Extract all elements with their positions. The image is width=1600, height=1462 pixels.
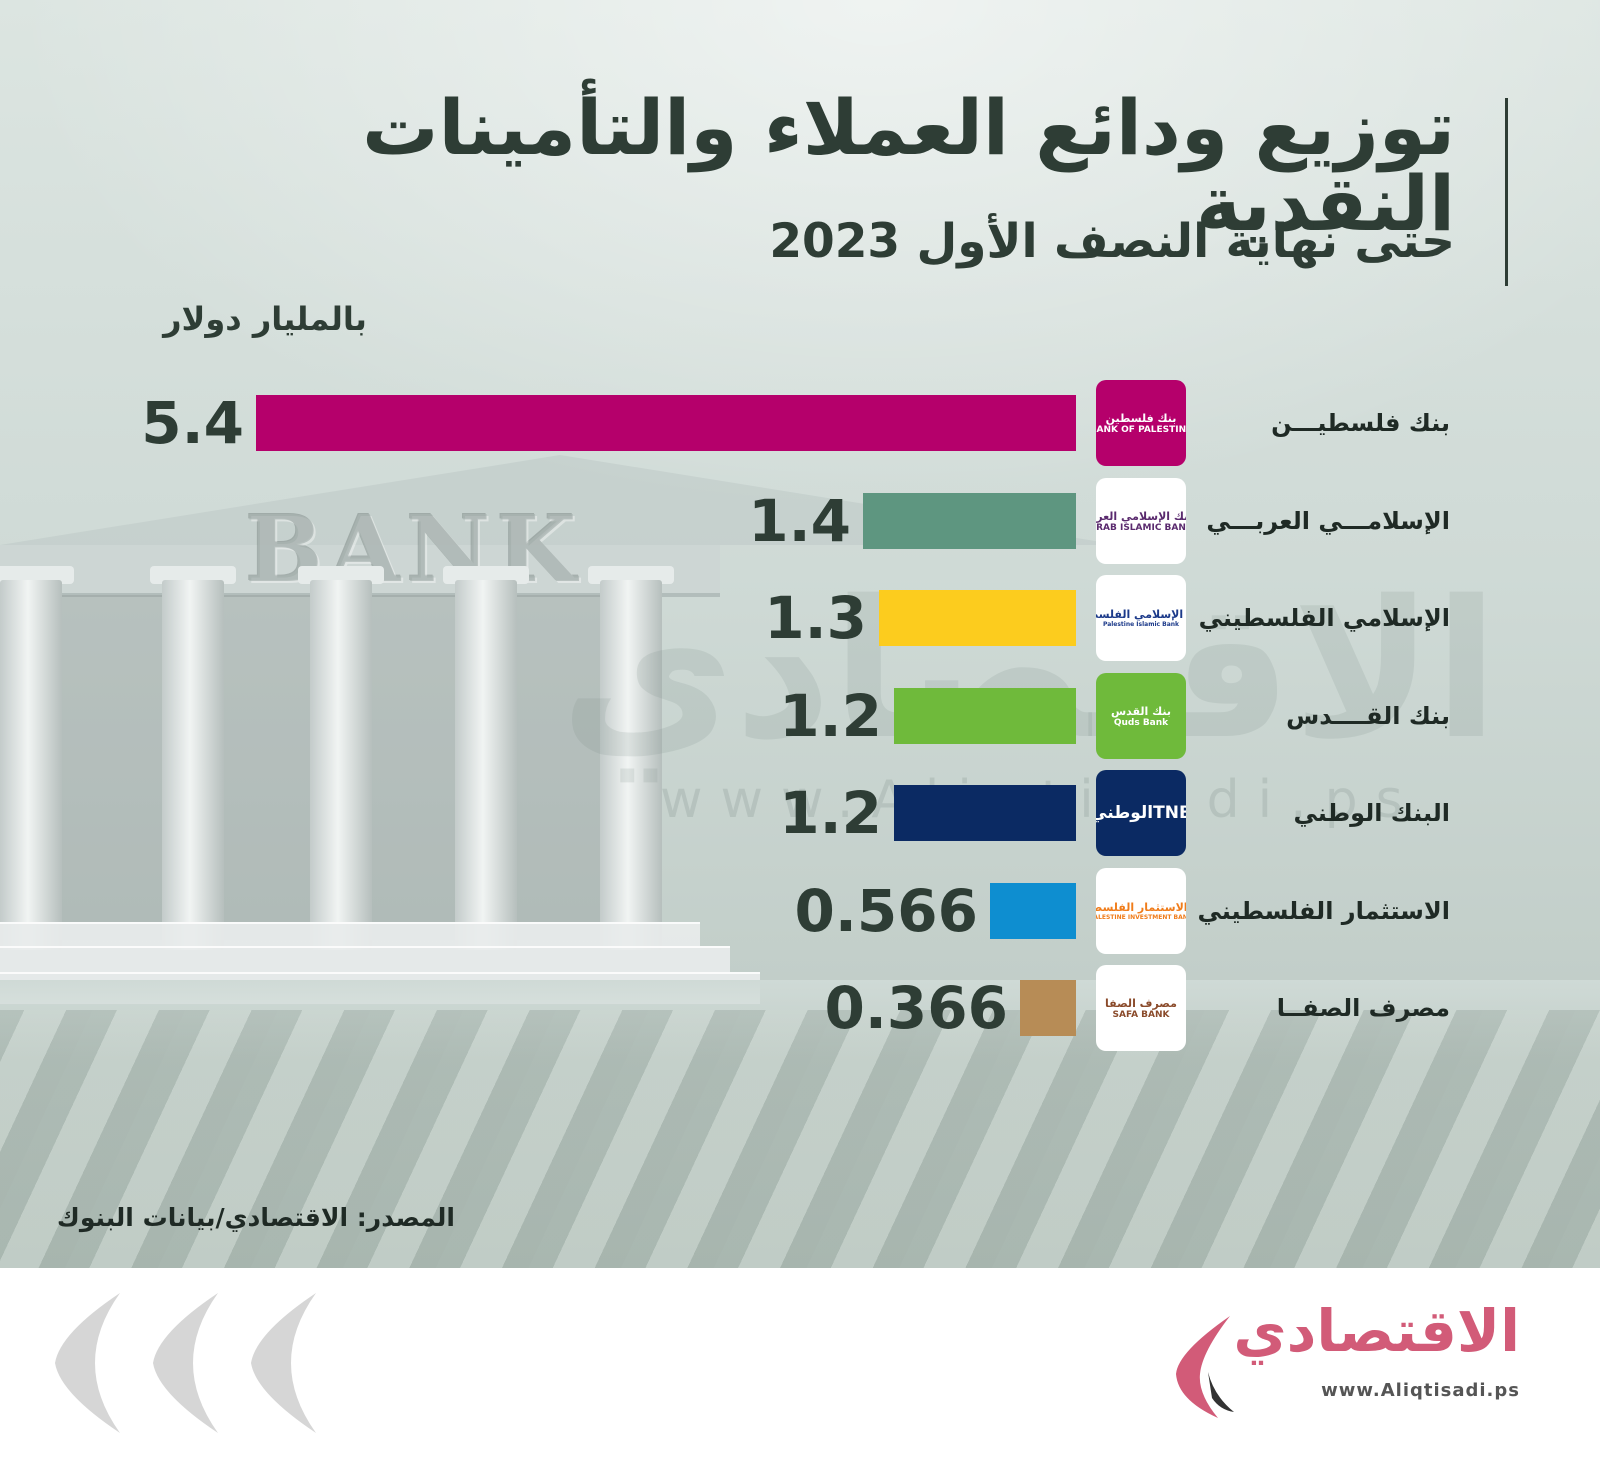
title-divider	[1505, 98, 1508, 286]
building-step	[0, 946, 730, 974]
bar-value-label: 1.4	[748, 487, 851, 555]
chart-subtitle: حتى نهاية النصف الأول 2023	[769, 214, 1455, 269]
building-column	[455, 580, 517, 950]
logo-english-text: SAFA BANK	[1112, 1009, 1170, 1020]
bank-name-label: الإسلامـــي العربـــي	[1206, 507, 1450, 535]
bar	[894, 688, 1076, 744]
bank-name-label: البنك الوطني	[1293, 799, 1450, 827]
unit-label: بالمليار دولار	[163, 300, 367, 338]
column-capital	[443, 566, 529, 584]
bar-value-label: 1.3	[764, 584, 867, 652]
brand-mark-icon	[1176, 1316, 1234, 1418]
bank-name-label: مصرف الصفــا	[1276, 994, 1450, 1022]
bar	[990, 883, 1076, 939]
logo-english-text: ARAB ISLAMIC BANK	[1096, 522, 1186, 533]
column-capital	[588, 566, 674, 584]
logo-arabic-text: بنك فلسطين	[1105, 411, 1177, 425]
building-step	[0, 922, 700, 948]
chevron-left-icon	[153, 1293, 218, 1433]
source-note: المصدر: الاقتصادي/بيانات البنوك	[56, 1203, 455, 1232]
money-fade	[0, 980, 1600, 1060]
bar	[1020, 980, 1076, 1036]
chevron-left-icon	[251, 1293, 316, 1433]
chart-title: توزيع ودائع العملاء والتأمينات النقدية	[362, 83, 1455, 248]
palestine-islamic-bank-logo-icon: البنك الإسلامي الفلسطينيPalestine Islami…	[1096, 575, 1186, 661]
logo-english-text: Palestine Islamic Bank	[1102, 621, 1180, 628]
banknotes-background	[0, 1010, 1600, 1268]
bank-name-label: بنك القــــدس	[1286, 702, 1450, 730]
bank-name-label: الاستثمار الفلسطيني	[1197, 897, 1450, 925]
logo-arabic-text: البنك الإسلامي العربي	[1096, 509, 1186, 523]
logo-arabic-text: بنك القدس	[1110, 704, 1172, 718]
bank-of-palestine-logo-icon: بنك فلسطينBANK OF PALESTINE	[1096, 380, 1186, 466]
logo-english-text: BANK OF PALESTINE	[1096, 424, 1186, 435]
bar	[879, 590, 1076, 646]
chevron-left-icon	[55, 1293, 120, 1433]
bar-value-label: 0.366	[824, 974, 1008, 1042]
arab-islamic-bank-logo-icon: البنك الإسلامي العربيARAB ISLAMIC BANK	[1096, 478, 1186, 564]
column-capital	[150, 566, 236, 584]
bank-name-label: بنك فلسطيـــن	[1271, 409, 1450, 437]
column-capital	[0, 566, 74, 584]
column-capital	[298, 566, 384, 584]
footer-brand: الاقتصادي	[1233, 1297, 1520, 1365]
quds-bank-logo-icon: بنك القدس Quds Bank	[1096, 673, 1186, 759]
bar	[256, 395, 1076, 451]
tnb-logo-icon: TNBالوطني	[1096, 770, 1186, 856]
logo-english-text: Quds Bank	[1113, 717, 1169, 728]
palestine-investment-bank-logo-icon: بنك الاستثمار الفلسطينيPALESTINE INVESTM…	[1096, 868, 1186, 954]
building-column	[0, 580, 62, 950]
logo-arabic-text: البنك الإسلامي الفلسطيني	[1096, 608, 1186, 621]
footer-url: www.Aliqtisadi.ps	[1321, 1380, 1520, 1401]
logo-arabic-text: مصرف الصفا	[1105, 996, 1177, 1010]
bar-value-label: 1.2	[779, 682, 882, 750]
bank-name-label: الإسلامي الفلسطيني	[1198, 604, 1450, 632]
building-column	[162, 580, 224, 950]
bar-value-label: 5.4	[141, 389, 244, 457]
building-bank-word: BANK	[245, 495, 583, 603]
bar-value-label: 0.566	[794, 877, 978, 945]
building-column	[600, 580, 662, 950]
logo-english-text: PALESTINE INVESTMENT BANK	[1096, 914, 1186, 921]
bar-chart: 5.4 بنك فلسطينBANK OF PALESTINE بنك فلسطيـ…	[141, 380, 1450, 1051]
safa-bank-logo-icon: مصرف الصفا SAFA BANK	[1096, 965, 1186, 1051]
bar-value-label: 1.2	[779, 779, 882, 847]
bar	[894, 785, 1076, 841]
logo-arabic-text: بنك الاستثمار الفلسطيني	[1096, 901, 1186, 914]
bar	[863, 493, 1076, 549]
building-column	[310, 580, 372, 950]
logo-arabic-text: TNBالوطني	[1096, 803, 1186, 823]
